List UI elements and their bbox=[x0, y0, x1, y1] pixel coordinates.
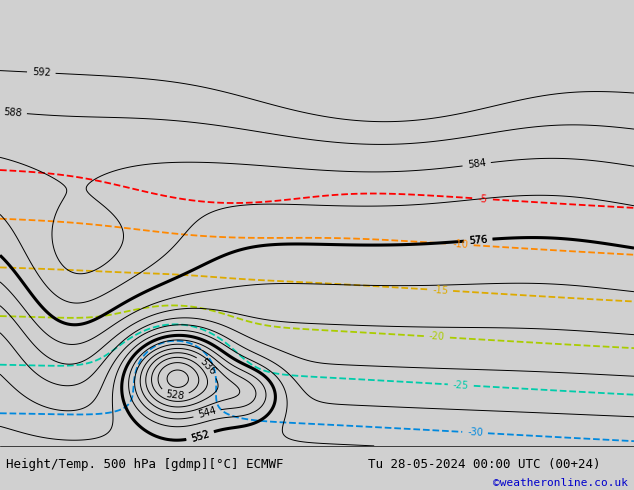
Text: 584: 584 bbox=[467, 158, 486, 171]
Text: 536: 536 bbox=[198, 357, 217, 377]
Text: 576: 576 bbox=[469, 234, 488, 246]
Text: 592: 592 bbox=[32, 67, 51, 78]
Text: ©weatheronline.co.uk: ©weatheronline.co.uk bbox=[493, 478, 628, 488]
Text: -5: -5 bbox=[478, 194, 488, 204]
Text: 576: 576 bbox=[469, 234, 488, 246]
Text: -15: -15 bbox=[432, 285, 448, 295]
Text: 528: 528 bbox=[165, 389, 184, 401]
Text: -20: -20 bbox=[429, 331, 445, 343]
Text: -30: -30 bbox=[467, 427, 483, 438]
Text: 544: 544 bbox=[197, 406, 217, 420]
Text: 552: 552 bbox=[190, 429, 210, 443]
Text: -10: -10 bbox=[453, 239, 469, 250]
Text: Height/Temp. 500 hPa [gdmp][°C] ECMWF: Height/Temp. 500 hPa [gdmp][°C] ECMWF bbox=[6, 458, 284, 471]
Text: Tu 28-05-2024 00:00 UTC (00+24): Tu 28-05-2024 00:00 UTC (00+24) bbox=[368, 458, 600, 471]
Text: -25: -25 bbox=[453, 380, 469, 391]
Text: 588: 588 bbox=[3, 107, 22, 118]
Text: 552: 552 bbox=[190, 429, 210, 443]
